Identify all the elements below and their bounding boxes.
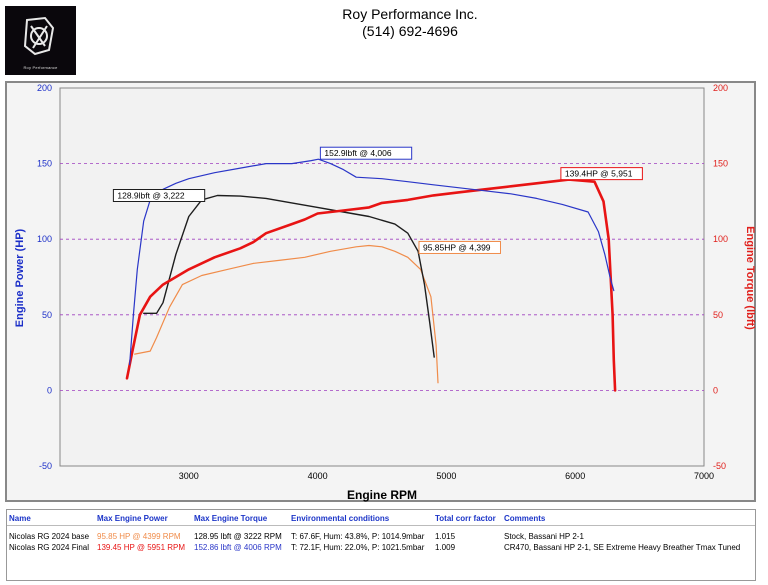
- company-logo: Roy Performance: [5, 6, 76, 75]
- y-tick-left: 200: [37, 83, 52, 93]
- y-tick-right: 150: [713, 159, 728, 169]
- y-axis-label-right: Engine Torque (lbft): [744, 226, 756, 330]
- x-tick: 7000: [694, 471, 714, 481]
- series-line: [125, 178, 617, 392]
- x-tick: 4000: [308, 471, 328, 481]
- annotation-box: [560, 167, 643, 181]
- annotation-label: 128.9lbft @ 3,222: [117, 191, 185, 201]
- x-tick: 6000: [565, 471, 585, 481]
- row2-name: Nicolas RG 2024 Final: [9, 543, 90, 552]
- logo-mark: [23, 16, 55, 56]
- annotation-label: 95.85HP @ 4,399: [423, 242, 491, 252]
- row1-power: 95.85 HP @ 4399 RPM: [97, 532, 181, 541]
- annotation-box: [112, 189, 206, 203]
- row1-name: Nicolas RG 2024 base: [9, 532, 90, 541]
- annotation-label: 139.4HP @ 5,951: [565, 169, 633, 179]
- row2-power: 139.45 HP @ 5951 RPM: [97, 543, 186, 552]
- y-tick-left: -50: [39, 461, 52, 471]
- y-tick-left: 0: [47, 385, 52, 395]
- x-tick: 3000: [179, 471, 199, 481]
- row2-torque: 152.86 lbft @ 4006 RPM: [194, 543, 282, 552]
- y-tick-right: -50: [713, 461, 726, 471]
- annotation-box: [319, 146, 413, 160]
- annotations: 152.9lbft @ 4,006 128.9lbft @ 3,222 95.85H…: [112, 146, 643, 254]
- table-divider: [7, 525, 755, 526]
- row2-comments: CR470, Bassani HP 2-1, SE Extreme Heavy …: [504, 543, 741, 552]
- row1-torque: 128.95 lbft @ 3222 RPM: [194, 532, 282, 541]
- table-header-torque: Max Engine Torque: [194, 514, 268, 523]
- y-tick-left: 100: [37, 234, 52, 244]
- row1-corr: 1.015: [435, 532, 456, 541]
- row2-corr: 1.009: [435, 543, 456, 552]
- row1-env: T: 67.6F, Hum: 43.8%, P: 1014.9mbar: [291, 532, 425, 541]
- series-line: [143, 194, 435, 358]
- plot-area: [59, 87, 705, 467]
- y-tick-left: 50: [42, 310, 52, 320]
- annotation-label: 152.9lbft @ 4,006: [324, 148, 392, 158]
- y-tick-left: 150: [37, 159, 52, 169]
- logo-text: Roy Performance: [23, 65, 58, 70]
- series-line: [134, 244, 439, 384]
- annotation-box: [418, 240, 501, 254]
- x-tick: 5000: [436, 471, 456, 481]
- grid-lines: [60, 163, 704, 391]
- row2-env: T: 72.1F, Hum: 22.0%, P: 1021.5mbar: [291, 543, 425, 552]
- company-name: Roy Performance Inc.: [342, 6, 478, 22]
- y-tick-right: 50: [713, 310, 723, 320]
- company-header: Roy Performance Inc. (514) 692-4696: [240, 6, 580, 40]
- y-tick-right: 100: [713, 234, 728, 244]
- table-header-power: Max Engine Power: [97, 514, 168, 523]
- table-header-name: Name: [9, 514, 31, 523]
- company-phone: (514) 692-4696: [362, 23, 458, 39]
- table-header-comments: Comments: [504, 514, 546, 523]
- y-tick-right: 0: [713, 385, 718, 395]
- table-header-env: Environmental conditions: [291, 514, 390, 523]
- row1-comments: Stock, Bassani HP 2-1: [504, 532, 584, 541]
- y-axis-label-left: Engine Power (HP): [14, 228, 26, 327]
- y-tick-right: 200: [713, 83, 728, 93]
- results-table: Name Max Engine Power Max Engine Torque …: [6, 509, 756, 581]
- x-axis-label: Engine RPM: [347, 488, 417, 502]
- table-header-corr: Total corr factor: [435, 514, 496, 523]
